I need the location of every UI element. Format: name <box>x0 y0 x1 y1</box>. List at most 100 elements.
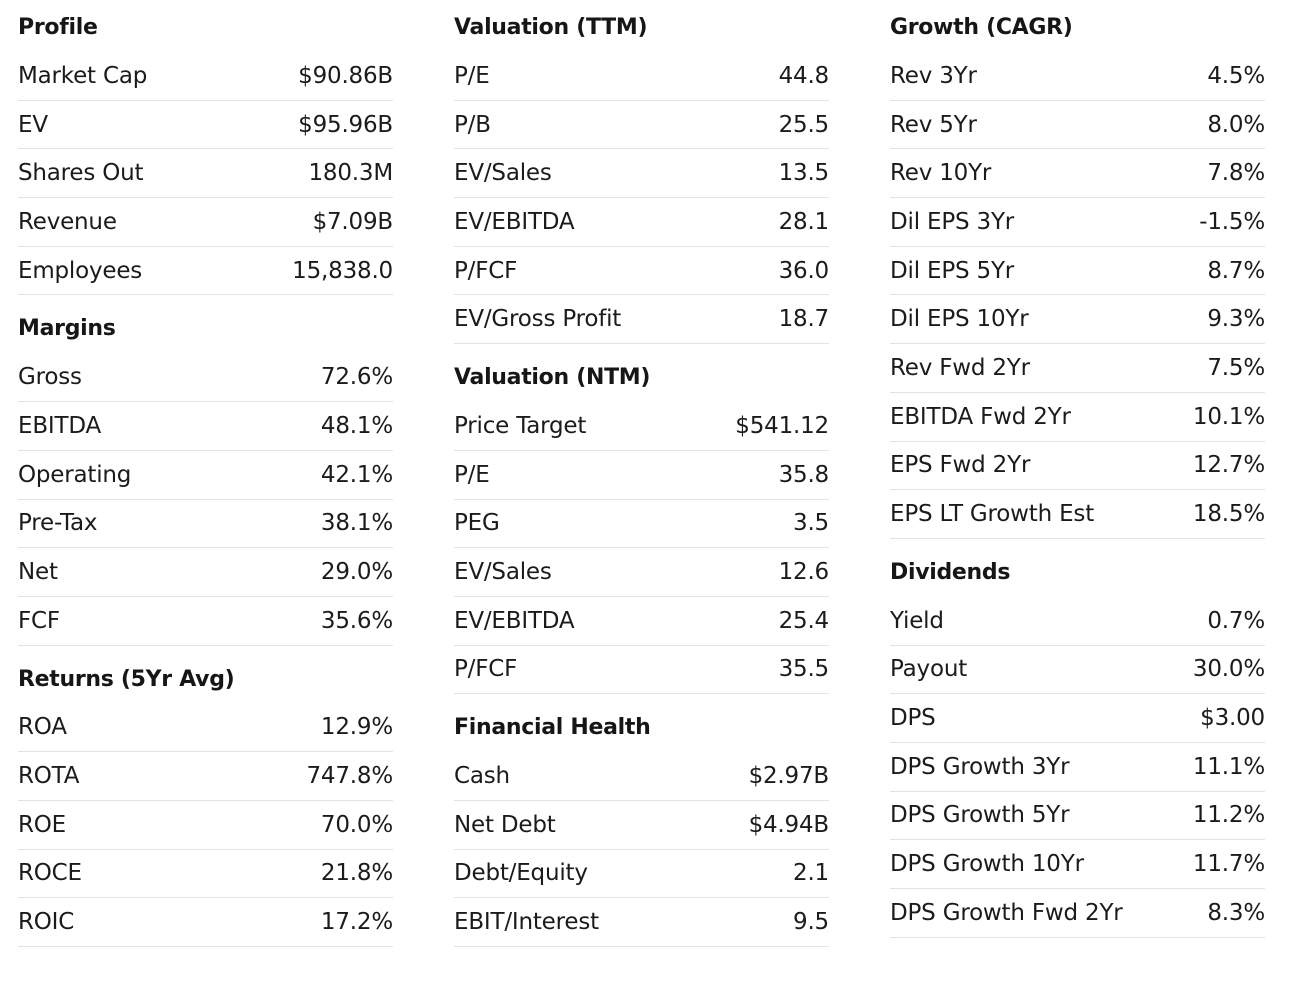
metrics-section: Valuation (TTM) P/E 44.8 P/B 25.5 EV/Sales 13.… <box>454 14 830 345</box>
metric-row: EV/Gross Profit 18.7 <box>454 295 830 345</box>
metrics-list: Yield 0.7% Payout 30.0% DPS $3.00 DPS Growth 3… <box>890 597 1265 938</box>
metric-label: Rev 10Yr <box>890 160 992 187</box>
metric-row: DPS Growth 10Yr 11.7% <box>890 840 1265 889</box>
metric-value: 11.2% <box>1192 802 1265 829</box>
section-title: Dividends <box>890 559 1011 585</box>
metric-row: EPS Fwd 2Yr 12.7% <box>890 442 1265 491</box>
section-title: Valuation (NTM) <box>454 365 651 391</box>
metric-label: P/E <box>454 461 490 488</box>
metric-row: Pre-Tax 38.1% <box>18 500 393 549</box>
metric-value: 12.9% <box>320 714 393 741</box>
metrics-section: Margins Gross 72.6% EBITDA 48.1% Operating 42.… <box>18 315 393 646</box>
metric-value: 35.5 <box>778 656 830 683</box>
metrics-section: Profile Market Cap $90.86B EV $95.96B Shares … <box>18 14 394 296</box>
metric-value: 17.2% <box>320 909 393 936</box>
metric-value: 36.0 <box>778 257 830 284</box>
metric-row: Shares Out 180.3M <box>18 149 394 199</box>
metrics-column: Profile Market Cap $90.86B EV $95.96B Shares … <box>18 0 393 947</box>
metric-value: 0.7% <box>1207 607 1265 634</box>
metric-label: Pre-Tax <box>18 510 98 537</box>
metric-row: Net Debt $4.94B <box>454 801 829 850</box>
metric-value: $541.12 <box>735 412 829 439</box>
metric-label: EV/Sales <box>454 160 552 187</box>
metric-value: 44.8 <box>778 62 830 89</box>
metrics-list: ROA 12.9% ROTA 747.8% ROE 70.0% ROCE 21.8% ROIC 1… <box>18 704 393 947</box>
metric-row: DPS Growth 5Yr 11.2% <box>890 792 1265 841</box>
metric-value: 8.0% <box>1207 111 1265 138</box>
metric-value: 180.3M <box>308 160 394 187</box>
metric-label: Rev 3Yr <box>890 62 977 89</box>
metric-row: EV/Sales 13.5 <box>454 149 829 199</box>
metric-label: Revenue <box>18 208 117 235</box>
metric-label: Payout <box>890 656 968 683</box>
metric-value: 25.5 <box>778 111 830 138</box>
metric-value: 3.5 <box>793 510 829 537</box>
metric-value: 8.3% <box>1207 899 1265 926</box>
metric-row: P/B 25.5 <box>454 101 829 150</box>
metric-row: Rev Fwd 2Yr 7.5% <box>890 344 1265 393</box>
metric-row: EBITDA Fwd 2Yr 10.1% <box>890 393 1265 442</box>
metric-label: EV/EBITDA <box>454 607 575 634</box>
metric-row: Revenue $7.09B <box>18 198 393 247</box>
metric-label: PEG <box>454 510 500 537</box>
metric-value: 28.1 <box>778 208 830 235</box>
metric-row: Price Target $541.12 <box>454 402 829 451</box>
metric-label: P/FCF <box>454 257 518 284</box>
metrics-section: Dividends Yield 0.7% Payout 30.0% DPS $3.00 DPS… <box>890 559 1265 938</box>
metric-row: Cash $2.97B <box>454 752 829 801</box>
metric-value: 21.8% <box>320 860 393 887</box>
metric-row: Operating 42.1% <box>18 451 393 500</box>
metric-label: EV/EBITDA <box>454 208 575 235</box>
metric-value: 11.1% <box>1192 753 1265 780</box>
section-title: Growth (CAGR) <box>890 15 1073 40</box>
metric-row: EV/EBITDA 28.1 <box>454 198 829 247</box>
metric-value: $3.00 <box>1200 705 1265 732</box>
metric-row: Market Cap $90.86B <box>18 52 393 101</box>
metric-label: DPS Growth 10Yr <box>890 851 1084 878</box>
metrics-list: Price Target $541.12 P/E 35.8 PEG 3.5 EV/Sales… <box>454 402 830 695</box>
metric-row: P/FCF 36.0 <box>454 247 829 296</box>
metric-value: 12.6 <box>778 559 830 586</box>
metric-label: P/E <box>454 62 490 89</box>
metric-value: 70.0% <box>320 811 393 838</box>
metric-row: Dil EPS 5Yr 8.7% <box>890 247 1265 296</box>
metric-value: $95.96B <box>298 111 393 138</box>
metric-label: Price Target <box>454 412 587 439</box>
metrics-list: Rev 3Yr 4.5% Rev 5Yr 8.0% Rev 10Yr 7.8% Dil EP… <box>890 52 1265 539</box>
metric-label: P/B <box>454 111 491 138</box>
metrics-list: Cash $2.97B Net Debt $4.94B Debt/Equity 2.1 EB… <box>454 752 829 947</box>
metrics-section: Financial Health Cash $2.97B Net Debt $4.94B… <box>454 714 829 947</box>
section-title: Profile <box>18 15 98 40</box>
metric-label: Cash <box>454 763 510 790</box>
metric-label: ROCE <box>18 860 82 887</box>
section-title: Valuation (TTM) <box>454 15 648 40</box>
metric-row: Dil EPS 10Yr 9.3% <box>890 295 1265 345</box>
metric-row: Rev 3Yr 4.5% <box>890 52 1265 101</box>
metric-label: Debt/Equity <box>454 860 588 887</box>
metric-row: FCF 35.6% <box>18 597 393 646</box>
metric-label: Shares Out <box>18 160 144 187</box>
metric-row: P/E 44.8 <box>454 52 829 101</box>
metric-value: $2.97B <box>748 763 830 790</box>
metric-row: Rev 5Yr 8.0% <box>890 101 1265 150</box>
metric-row: PEG 3.5 <box>454 500 829 549</box>
metric-row: P/FCF 35.5 <box>454 646 829 695</box>
metrics-section: Growth (CAGR) Rev 3Yr 4.5% Rev 5Yr 8.0% Rev 1… <box>890 14 1265 539</box>
metric-label: Employees <box>18 257 143 284</box>
metrics-list: P/E 44.8 P/B 25.5 EV/Sales 13.5 EV/EBITDA 28.1 P… <box>454 52 830 345</box>
metric-row: ROTA 747.8% <box>18 752 393 801</box>
metric-value: 7.8% <box>1207 160 1265 187</box>
metric-value: 11.7% <box>1192 851 1265 878</box>
metric-label: ROE <box>18 811 67 838</box>
metric-row: Payout 30.0% <box>890 646 1265 695</box>
metric-value: 38.1% <box>320 510 393 537</box>
metric-value: 7.5% <box>1207 354 1265 381</box>
metric-label: DPS Growth 5Yr <box>890 802 1070 829</box>
metric-value: 30.0% <box>1192 656 1265 683</box>
metric-label: Rev Fwd 2Yr <box>890 354 1030 381</box>
metric-row: EBIT/Interest 9.5 <box>454 898 829 947</box>
metric-label: EBITDA Fwd 2Yr <box>890 403 1071 430</box>
metrics-list: Market Cap $90.86B EV $95.96B Shares Out 180.… <box>18 52 394 296</box>
metric-row: Rev 10Yr 7.8% <box>890 149 1265 199</box>
metric-value: 18.7 <box>778 306 830 333</box>
